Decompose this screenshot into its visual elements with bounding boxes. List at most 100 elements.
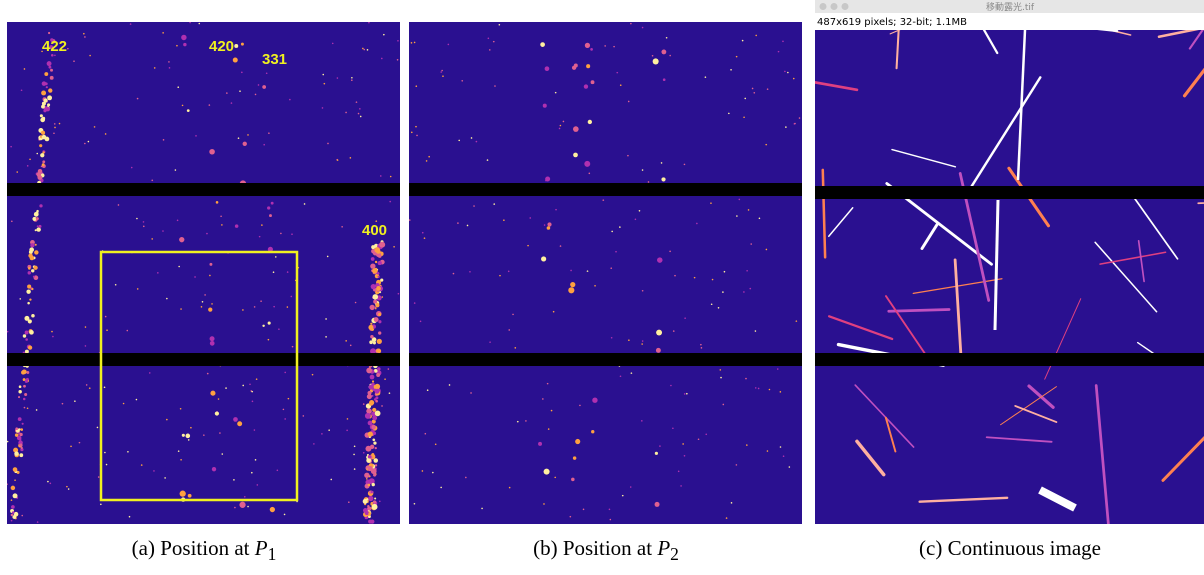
spot: [754, 387, 757, 389]
spot: [381, 296, 384, 298]
spot: [379, 175, 382, 177]
spot: [794, 122, 796, 125]
spot: [221, 224, 223, 226]
spot: [376, 373, 381, 377]
spot: [547, 428, 550, 430]
spot: [693, 276, 696, 279]
spot: [641, 289, 644, 292]
spot: [226, 92, 228, 94]
spot: [369, 304, 375, 311]
spot: [157, 272, 159, 274]
spot: [370, 263, 376, 269]
spot: [377, 275, 380, 278]
spot: [21, 514, 24, 517]
spot: [142, 225, 145, 228]
spot: [368, 512, 371, 515]
spot: [209, 340, 215, 346]
spot: [43, 98, 48, 103]
spot: [735, 464, 738, 466]
spot: [27, 271, 31, 275]
spot: [554, 91, 557, 94]
spot: [28, 267, 31, 270]
spot: [755, 34, 757, 37]
spot: [378, 331, 382, 335]
spot: [7, 440, 9, 443]
spot: [621, 494, 624, 497]
spot: [792, 77, 795, 80]
caption-label: (b): [533, 536, 558, 560]
spot: [322, 73, 325, 76]
spot: [383, 33, 385, 36]
spot: [232, 57, 238, 63]
spot: [440, 71, 442, 73]
spot: [201, 301, 204, 303]
spot: [22, 397, 26, 401]
spot: [11, 220, 13, 223]
spot: [276, 469, 279, 472]
spot: [10, 499, 13, 501]
spot: [787, 71, 789, 74]
spot: [507, 270, 510, 273]
spot: [750, 243, 752, 245]
spot: [546, 226, 551, 230]
spot: [346, 429, 348, 432]
spot: [225, 387, 227, 389]
spot: [286, 271, 289, 273]
spot: [313, 443, 315, 445]
spot: [36, 227, 41, 232]
spot: [766, 88, 769, 90]
spot: [26, 165, 29, 167]
spot: [416, 134, 418, 137]
spot: [291, 345, 294, 348]
spot: [35, 217, 39, 221]
streak: [1127, 188, 1179, 260]
spot: [282, 408, 285, 411]
spot: [105, 463, 108, 466]
caption-text: Continuous image: [947, 536, 1101, 560]
spot: [219, 432, 221, 434]
spot: [174, 169, 177, 171]
spot: [369, 340, 373, 345]
spot: [372, 341, 376, 345]
spot: [641, 420, 643, 422]
streak: [827, 315, 894, 341]
spot: [35, 409, 38, 411]
spot: [37, 168, 43, 174]
spot: [84, 142, 86, 145]
spot: [684, 317, 686, 319]
spot: [29, 330, 34, 335]
spot: [54, 54, 56, 57]
spot: [26, 289, 31, 294]
spot: [368, 478, 375, 485]
spot: [641, 26, 644, 29]
spot: [587, 119, 593, 125]
spot: [573, 63, 578, 68]
spot: [415, 85, 418, 88]
spot: [610, 267, 613, 269]
spot: [388, 392, 391, 394]
spot: [328, 429, 330, 431]
spot: [753, 92, 756, 94]
spot: [683, 163, 686, 166]
spot: [547, 222, 552, 227]
spot: [19, 438, 22, 441]
spot: [261, 224, 263, 226]
spot: [654, 501, 660, 507]
spot: [242, 384, 245, 387]
spot: [652, 58, 659, 65]
spot: [683, 393, 686, 395]
spot: [488, 49, 491, 51]
spot: [40, 165, 43, 168]
streak: [828, 207, 854, 238]
spot: [179, 407, 182, 410]
spot: [265, 72, 268, 75]
spot: [744, 97, 747, 100]
spot: [370, 283, 376, 290]
spot: [674, 274, 676, 277]
spot: [372, 294, 379, 300]
streak: [885, 295, 929, 359]
spot: [353, 468, 356, 470]
spot: [27, 301, 30, 305]
spot: [657, 257, 663, 263]
spot: [208, 307, 213, 312]
